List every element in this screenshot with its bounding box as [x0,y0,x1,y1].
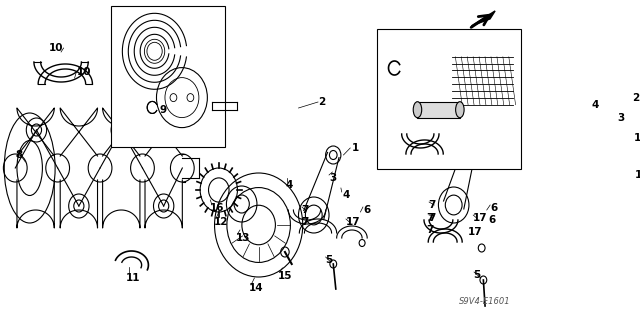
Text: 1: 1 [352,143,359,153]
Text: 7: 7 [301,217,308,227]
Text: 7: 7 [426,213,434,223]
Bar [417,102,460,118]
Text: 10: 10 [49,43,64,53]
Polygon shape [471,11,495,26]
Text: 4: 4 [342,190,350,200]
Text: 2: 2 [632,93,639,103]
Text: 13: 13 [236,233,250,243]
Text: FR.: FR. [444,29,465,39]
Text: 5: 5 [473,270,481,280]
Bar [377,29,521,169]
Text: 1: 1 [635,170,640,180]
Text: 17: 17 [346,217,360,227]
Text: 1: 1 [634,133,640,143]
Text: 7: 7 [301,205,308,215]
Ellipse shape [413,102,422,118]
Bar [111,6,225,147]
Text: S9V4-E1601: S9V4-E1601 [460,298,511,307]
Text: 14: 14 [248,283,263,293]
Text: 10: 10 [76,67,91,77]
Text: 16: 16 [211,203,225,213]
Text: 7: 7 [428,213,436,223]
Text: 4: 4 [591,100,598,110]
Text: 17: 17 [468,227,483,237]
Text: 5: 5 [324,255,332,265]
Text: 6: 6 [363,205,370,215]
Text: 12: 12 [214,217,228,227]
Text: 3: 3 [329,173,336,183]
Text: 11: 11 [125,273,140,283]
Text: 7: 7 [428,200,436,210]
Text: 7: 7 [426,225,434,235]
Ellipse shape [456,102,464,118]
Text: 17: 17 [473,213,488,223]
Text: 9: 9 [159,105,166,115]
Text: 8: 8 [15,150,22,160]
Text: 2: 2 [318,97,325,107]
Text: 6: 6 [488,215,496,225]
Text: 4: 4 [286,180,293,190]
Text: 6: 6 [490,203,497,213]
Text: 15: 15 [278,271,292,281]
Text: 3: 3 [618,113,625,123]
